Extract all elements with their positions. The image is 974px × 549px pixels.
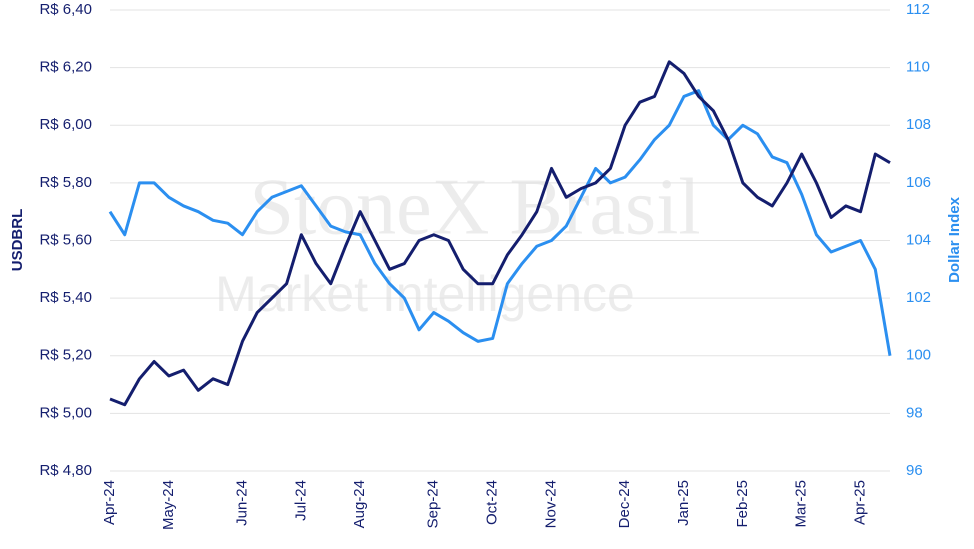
y-tick-label: R$ 5,60 xyxy=(39,231,92,248)
y-axis-label: USDBRL xyxy=(9,209,26,272)
y2-tick-label: 98 xyxy=(906,404,923,421)
x-tick-label: Dec-24 xyxy=(616,480,633,528)
x-tick-label: Feb-25 xyxy=(734,480,751,528)
x-tick-label: Nov-24 xyxy=(542,480,559,528)
y2-axis-label: Dollar Index xyxy=(946,196,963,283)
x-tick-label: Mar-25 xyxy=(793,480,810,528)
y2-tick-label: 108 xyxy=(906,116,931,133)
x-tick-label: Sep-24 xyxy=(425,480,442,528)
y-tick-label: R$ 6,20 xyxy=(39,59,92,76)
series-line xyxy=(108,89,892,357)
x-tick-label: Apr-24 xyxy=(101,480,118,525)
y2-tick-label: 110 xyxy=(906,59,930,76)
x-tick-label: Apr-25 xyxy=(852,480,869,525)
x-tick-label: Jan-25 xyxy=(675,480,692,526)
y-tick-label: R$ 6,40 xyxy=(39,1,92,18)
y2-tick-label: 96 xyxy=(906,462,923,479)
y-tick-label: R$ 4,80 xyxy=(39,462,92,479)
y-tick-label: R$ 5,20 xyxy=(39,347,92,364)
y-tick-label: R$ 6,00 xyxy=(39,116,92,133)
x-tick-label: Oct-24 xyxy=(484,480,501,525)
y2-tick-label: 104 xyxy=(906,231,931,248)
x-tick-label: May-24 xyxy=(160,480,177,530)
y-tick-label: R$ 5,00 xyxy=(39,404,92,421)
x-tick-label: Jun-24 xyxy=(233,480,250,526)
x-tick-label: Aug-24 xyxy=(351,480,368,528)
y-tick-label: R$ 5,80 xyxy=(39,174,92,191)
series-line xyxy=(109,60,891,407)
y2-tick-label: 106 xyxy=(906,174,931,191)
x-tick-label: Jul-24 xyxy=(292,480,309,521)
y-tick-label: R$ 5,40 xyxy=(39,289,92,306)
y2-tick-label: 112 xyxy=(906,1,930,18)
watermark: Market Intelligence xyxy=(215,266,635,322)
y2-tick-label: 102 xyxy=(906,289,931,306)
y2-tick-label: 100 xyxy=(906,347,931,364)
